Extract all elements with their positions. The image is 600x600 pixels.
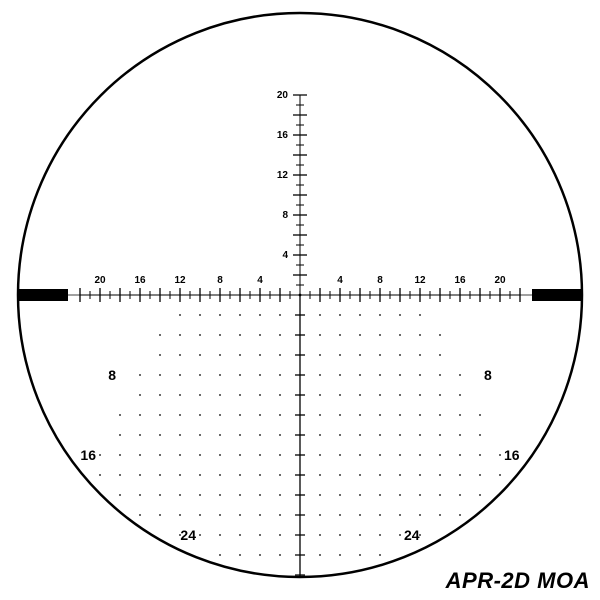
svg-text:12: 12 — [277, 170, 289, 181]
svg-text:8: 8 — [217, 275, 223, 286]
svg-text:20: 20 — [494, 275, 506, 286]
svg-text:16: 16 — [504, 447, 520, 463]
svg-text:16: 16 — [454, 275, 466, 286]
svg-text:12: 12 — [174, 275, 186, 286]
svg-text:24: 24 — [180, 527, 196, 543]
svg-text:20: 20 — [277, 90, 289, 101]
svg-text:4: 4 — [282, 250, 288, 261]
svg-text:16: 16 — [277, 130, 289, 141]
svg-text:16: 16 — [134, 275, 146, 286]
svg-text:24: 24 — [404, 527, 420, 543]
svg-text:20: 20 — [94, 275, 106, 286]
svg-text:16: 16 — [80, 447, 96, 463]
svg-text:8: 8 — [377, 275, 383, 286]
svg-text:8: 8 — [282, 210, 288, 221]
svg-text:12: 12 — [414, 275, 426, 286]
svg-text:4: 4 — [257, 275, 263, 286]
reticle-diagram: 44881212161620204812162088161624243232 — [0, 0, 600, 600]
svg-text:8: 8 — [484, 367, 492, 383]
svg-text:8: 8 — [108, 367, 116, 383]
model-caption: APR-2D MOA — [446, 568, 590, 594]
svg-text:4: 4 — [337, 275, 343, 286]
